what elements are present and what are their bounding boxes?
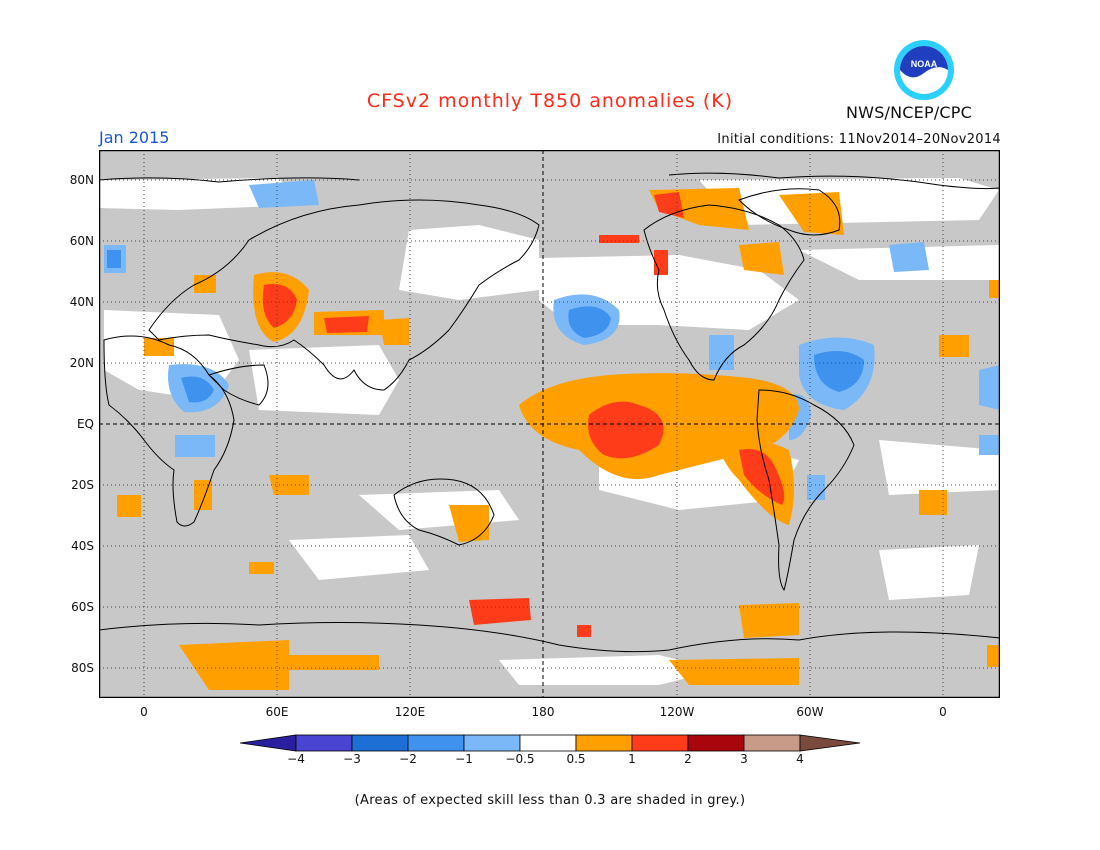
initial-conditions: Initial conditions: 11Nov2014–20Nov2014	[717, 132, 1001, 147]
colorbar-label: −4	[287, 752, 305, 766]
lat-label-60s: 60S	[71, 600, 94, 614]
lon-label-0-east: 0	[939, 705, 947, 719]
lon-label-0: 0	[140, 705, 148, 719]
equator-dateline	[99, 150, 1000, 698]
forecast-month: Jan 2015	[99, 128, 170, 147]
lat-label-40n: 40N	[69, 295, 94, 309]
colorbar-label: 4	[796, 752, 804, 766]
coastlines	[98, 172, 1001, 653]
chart-title: CFSv2 monthly T850 anomalies (K)	[366, 90, 734, 112]
lon-label-60e: 60E	[265, 705, 289, 719]
lon-label-180: 180	[531, 705, 555, 719]
anomaly-map	[98, 149, 1001, 699]
skill-footnote: (Areas of expected skill less than 0.3 a…	[354, 793, 746, 808]
lat-label-60n: 60N	[69, 234, 94, 248]
lat-label-20s: 20S	[71, 478, 94, 492]
lon-label-60w: 60W	[796, 705, 824, 719]
neutral-regions	[99, 178, 999, 685]
colorbar-label: 2	[684, 752, 692, 766]
noaa-logo-icon: NOAA	[893, 39, 955, 101]
lat-label-80s: 80S	[71, 661, 94, 675]
lat-label-80n: 80N	[69, 173, 94, 187]
colorbar-label: −1	[455, 752, 473, 766]
colorbar-label: 1	[628, 752, 636, 766]
colorbar-label: 3	[740, 752, 748, 766]
cold-anomalies	[104, 180, 1000, 500]
colorbar-label: 0.5	[566, 752, 586, 766]
lon-label-120w: 120W	[659, 705, 695, 719]
colorbar	[239, 734, 862, 756]
warm-anomalies	[117, 188, 1000, 690]
agency-label: NWS/NCEP/CPC	[846, 103, 973, 122]
map-border	[98, 149, 1001, 699]
colorbar-label: −0.5	[505, 752, 535, 766]
lat-label-40s: 40S	[71, 539, 94, 553]
colorbar-label: −2	[399, 752, 417, 766]
lat-label-eq: EQ	[76, 417, 94, 431]
lat-label-20n: 20N	[69, 356, 94, 370]
colorbar-label: −3	[343, 752, 361, 766]
lon-label-120e: 120E	[394, 705, 426, 719]
lat-lon-grid	[99, 150, 1000, 698]
logo-text: NOAA	[911, 59, 938, 69]
